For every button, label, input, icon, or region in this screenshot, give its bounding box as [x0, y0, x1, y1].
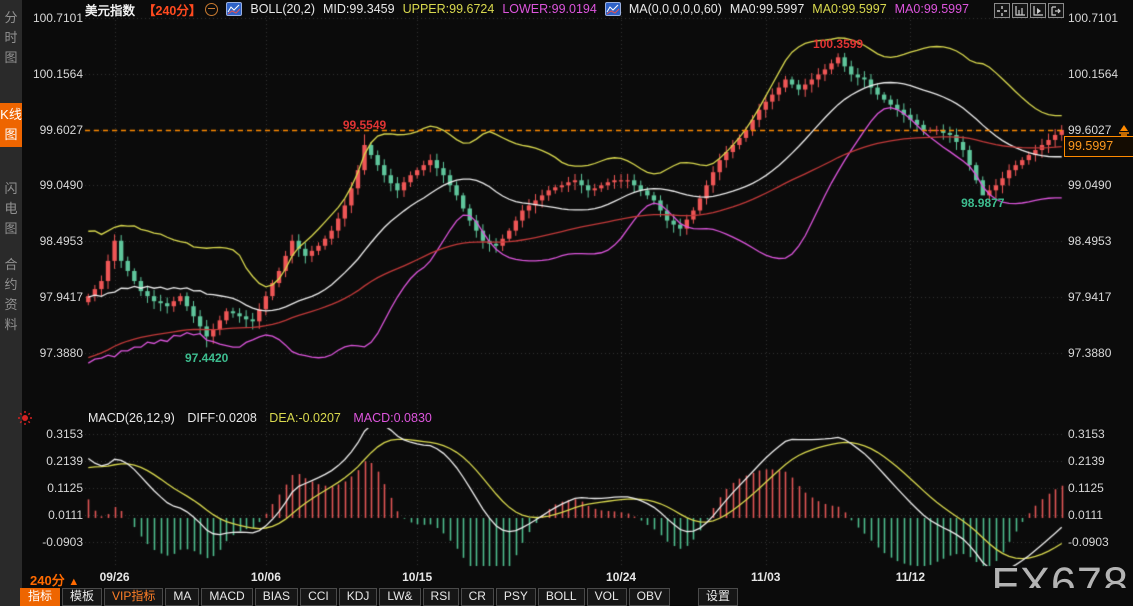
- chart-header: 美元指数 【240分】 BOLL(20,2) MID:99.3459 UPPER…: [85, 1, 977, 18]
- boll-label: BOLL(20,2): [250, 2, 315, 16]
- date-axis-label: 10/06: [250, 570, 281, 584]
- price-axis-label: 97.9417: [39, 289, 83, 304]
- indicator-tab-macd[interactable]: MACD: [201, 588, 253, 606]
- boll-mid-value: MID:99.3459: [323, 2, 395, 16]
- indicator-tab-boll[interactable]: BOLL: [537, 588, 585, 606]
- indicator-tab-psy[interactable]: PSY: [495, 588, 536, 606]
- indicator-tab-kdj[interactable]: KDJ: [338, 588, 378, 606]
- jump-to-latest-icon[interactable]: [1117, 123, 1131, 141]
- macd-axis-label: -0.0903: [42, 535, 83, 549]
- date-axis-label: 10/24: [606, 570, 637, 584]
- sidebar-item-flash-chart[interactable]: 闪电图: [4, 181, 18, 236]
- macd-dea-value: DEA:-0.0207: [269, 411, 341, 425]
- macd-value: MACD:0.0830: [353, 411, 432, 425]
- triangle-up-icon: ▲: [68, 576, 80, 588]
- macd-axis-label: 0.0111: [1068, 508, 1103, 522]
- sidebar-item-time-chart[interactable]: 分时图: [4, 10, 18, 65]
- macd-axis-label: 0.1125: [47, 481, 83, 495]
- ma0-value-magenta: MA0:99.5997: [894, 2, 969, 16]
- macd-axis-label: 0.0111: [48, 508, 83, 522]
- price-axis-label: 97.3880: [39, 345, 83, 360]
- price-axis-label: 99.6027: [1068, 122, 1112, 137]
- date-axis-label: 09/26: [99, 570, 130, 584]
- macd-header: MACD(26,12,9) DIFF:0.0208 DEA:-0.0207 MA…: [88, 411, 441, 425]
- boll-settings-icon[interactable]: [226, 2, 243, 16]
- boll-upper-value: UPPER:99.6724: [402, 2, 495, 16]
- chart-type-sidebar: 分时图 K线图闪电图合约资料: [0, 0, 22, 606]
- macd-axis-label: 0.1125: [1068, 481, 1104, 495]
- crosshair-icon[interactable]: [994, 3, 1010, 18]
- price-axis-label: 100.7101: [32, 11, 83, 25]
- indicator-tab-obv[interactable]: OBV: [628, 588, 670, 606]
- price-axis-label: 97.3880: [1068, 345, 1112, 360]
- indicator-tab-ma[interactable]: MA: [165, 588, 200, 606]
- price-axis-label: 99.0490: [1068, 178, 1112, 193]
- date-axis-label: 11/12: [895, 570, 926, 584]
- ma-settings-icon[interactable]: [604, 2, 621, 16]
- macd-label: MACD(26,12,9): [88, 411, 175, 425]
- symbol-name: 美元指数: [85, 3, 136, 18]
- date-axis-label: 11/03: [751, 570, 781, 584]
- indicator-tab-指标[interactable]: 指标: [20, 588, 61, 606]
- price-axis-label: 100.7101: [1068, 11, 1119, 25]
- boll-lower-value: LOWER:99.0194: [502, 2, 597, 16]
- ma0-value-yellow: MA0:99.5997: [812, 2, 887, 16]
- indicator-tab-bias[interactable]: BIAS: [254, 588, 299, 606]
- chart-tool-icons: [994, 3, 1064, 18]
- indicator-pane-icon[interactable]: [1030, 3, 1046, 18]
- price-axis-label: 98.4953: [39, 234, 83, 249]
- date-axis-label: 10/15: [402, 570, 433, 584]
- macd-axis-label: 0.2139: [46, 454, 83, 468]
- indicator-tab-vip指标[interactable]: VIP指标: [104, 588, 164, 606]
- indicator-tab-模板[interactable]: 模板: [62, 588, 103, 606]
- sidebar-item-kline-chart[interactable]: K线图: [0, 103, 22, 147]
- price-axis-label: 100.1564: [32, 66, 83, 81]
- scale-axis-icon[interactable]: [1012, 3, 1028, 18]
- price-axis-label: 99.6027: [39, 122, 83, 137]
- last-price-badge: 99.5997: [1064, 136, 1133, 157]
- swing-low-annotation: 97.4420: [184, 351, 229, 366]
- timeframe-label[interactable]: 240分 ▲: [30, 573, 80, 588]
- macd-axis-label: 0.3153: [1068, 427, 1105, 441]
- swing-low-annotation: 98.9877: [961, 195, 1005, 210]
- macd-axis-label: -0.0903: [1068, 535, 1109, 549]
- macd-axis-label: 0.2139: [1068, 454, 1105, 468]
- price-axis-label: 99.0490: [39, 178, 83, 193]
- live-alert-icon[interactable]: [17, 410, 33, 431]
- sidebar-item-contract-info[interactable]: 合约资料: [4, 257, 18, 332]
- macd-axis-label: 0.3153: [46, 427, 83, 441]
- swing-high-annotation: 100.3599: [813, 37, 864, 52]
- indicator-tab-vol[interactable]: VOL: [586, 588, 627, 606]
- collapse-indicator-icon[interactable]: [205, 2, 219, 16]
- price-axis-label: 100.1564: [1068, 66, 1119, 81]
- period-label[interactable]: 【240分】: [143, 3, 202, 18]
- price-axis-label: 97.9417: [1068, 289, 1112, 304]
- macd-diff-value: DIFF:0.0208: [187, 411, 257, 425]
- exit-chart-icon[interactable]: [1048, 3, 1064, 18]
- indicator-tab-cr[interactable]: CR: [460, 588, 494, 606]
- indicator-tab-cci[interactable]: CCI: [300, 588, 337, 606]
- indicator-toolbar: 指标 模板 VIP指标 MA MACD BIAS CCI KDJ LW& RSI CR PSY BOLL…: [20, 588, 1133, 606]
- price-axis-label: 98.4953: [1068, 234, 1112, 249]
- indicator-tab-rsi[interactable]: RSI: [422, 588, 459, 606]
- indicator-tab-设置[interactable]: 设置: [697, 588, 738, 606]
- indicator-tab-lw&[interactable]: LW&: [379, 588, 421, 606]
- swing-high-annotation: 99.5549: [342, 118, 387, 133]
- ma-label: MA(0,0,0,0,0,60): [628, 2, 722, 16]
- ma0-value-white: MA0:99.5997: [729, 2, 805, 16]
